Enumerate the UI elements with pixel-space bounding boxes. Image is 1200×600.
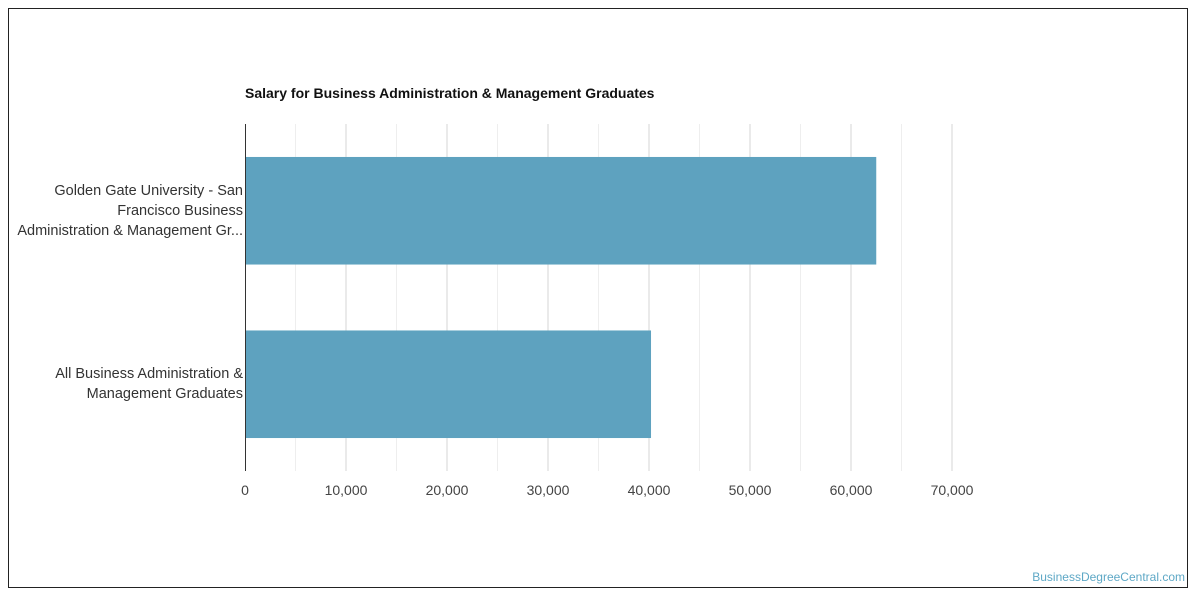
category-label-line: Management Graduates — [86, 386, 243, 403]
x-tick-label: 40,000 — [628, 482, 671, 498]
category-label: Golden Gate University - San Francisco Bu… — [3, 181, 243, 241]
x-tick-label: 20,000 — [426, 482, 469, 498]
x-tick-label: 60,000 — [830, 482, 873, 498]
bar — [245, 330, 652, 439]
bar — [245, 156, 877, 265]
x-tick-label: 0 — [241, 482, 249, 498]
category-label: All Business Administration & Management … — [3, 364, 243, 404]
x-tick-label: 70,000 — [931, 482, 974, 498]
category-label-line: All Business Administration & — [55, 366, 243, 383]
category-label-line: Francisco Business — [117, 202, 243, 219]
category-label-line: Administration & Management Gr... — [17, 222, 243, 239]
x-tick-label: 50,000 — [729, 482, 772, 498]
chart-title: Salary for Business Administration & Man… — [245, 85, 655, 101]
chart-frame — [8, 8, 1188, 588]
site-watermark[interactable]: BusinessDegreeCentral.com — [1032, 570, 1185, 584]
x-tick-label: 30,000 — [527, 482, 570, 498]
category-label-line: Golden Gate University - San — [54, 182, 243, 199]
x-tick-label: 10,000 — [325, 482, 368, 498]
